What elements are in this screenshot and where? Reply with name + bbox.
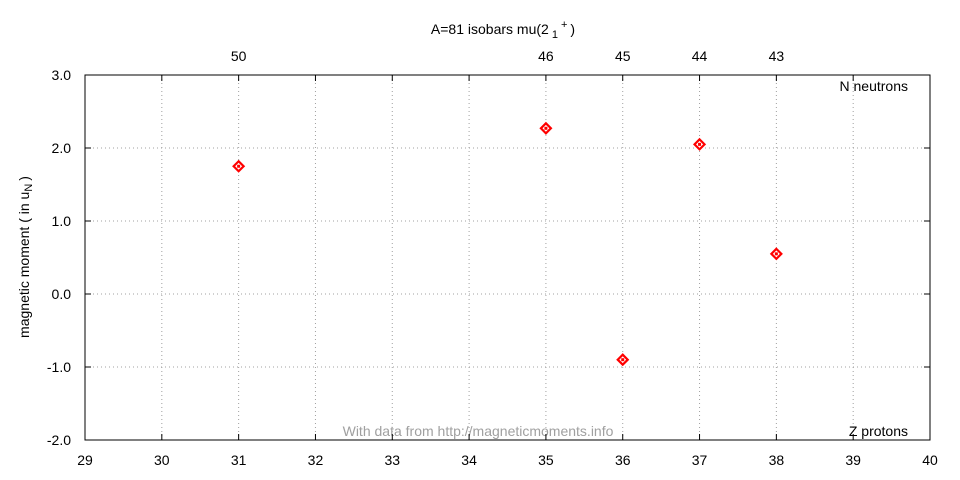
x-tick-label: 40 xyxy=(922,452,938,468)
watermark-layer: With data from http://magneticmoments.in… xyxy=(343,423,614,439)
x-tick-label: 30 xyxy=(154,452,170,468)
x2-axis-label: N neutrons xyxy=(840,78,908,94)
x2-tick-label: 46 xyxy=(538,48,554,64)
axis-ticks xyxy=(84,74,931,441)
data-points xyxy=(232,121,783,367)
y-tick-label: -2.0 xyxy=(47,432,71,448)
x-tick-label: 34 xyxy=(461,452,477,468)
y-tick-label: 1.0 xyxy=(52,213,72,229)
y-tick-label: 3.0 xyxy=(52,67,72,83)
data-point-center xyxy=(544,126,548,130)
data-point-center xyxy=(237,164,241,168)
x2-tick-label: 50 xyxy=(231,48,247,64)
y-tick-label: 2.0 xyxy=(52,140,72,156)
watermark: With data from http://magneticmoments.in… xyxy=(343,423,614,439)
chart-title: A=81 isobars mu(2 1+) xyxy=(431,19,575,41)
title-subscript: 1 xyxy=(552,29,558,41)
x2-tick-label: 45 xyxy=(615,48,631,64)
data-point-center xyxy=(698,142,702,146)
x-tick-label: 37 xyxy=(692,452,708,468)
y-axis-label: magnetic moment ( in uN) xyxy=(16,176,35,338)
x-tick-label: 32 xyxy=(308,452,324,468)
grid-lines xyxy=(85,75,930,440)
title-superscript: + xyxy=(561,19,567,31)
data-point-center xyxy=(621,358,625,362)
x-tick-label: 31 xyxy=(231,452,247,468)
x-axis-label: Z protons xyxy=(849,423,908,439)
y-axis-label-subscript: N xyxy=(23,184,35,192)
y-tick-label: -1.0 xyxy=(47,359,71,375)
y-tick-label: 0.0 xyxy=(52,286,72,302)
plot-frame xyxy=(84,74,931,441)
tick-labels: 29 30 31 32 33 34 35 36 37 38 39 40 -2.0 -1.0 0.0 1.0 2.… xyxy=(47,48,938,468)
x2-tick-label: 43 xyxy=(769,48,785,64)
x-tick-label: 33 xyxy=(384,452,400,468)
data-point-center xyxy=(774,252,778,256)
x-tick-label: 36 xyxy=(615,452,631,468)
x2-tick-label: 44 xyxy=(692,48,708,64)
x-tick-label: 35 xyxy=(538,452,554,468)
x-tick-label: 29 xyxy=(77,452,93,468)
x-tick-label: 39 xyxy=(845,452,861,468)
x-tick-label: 38 xyxy=(769,452,785,468)
